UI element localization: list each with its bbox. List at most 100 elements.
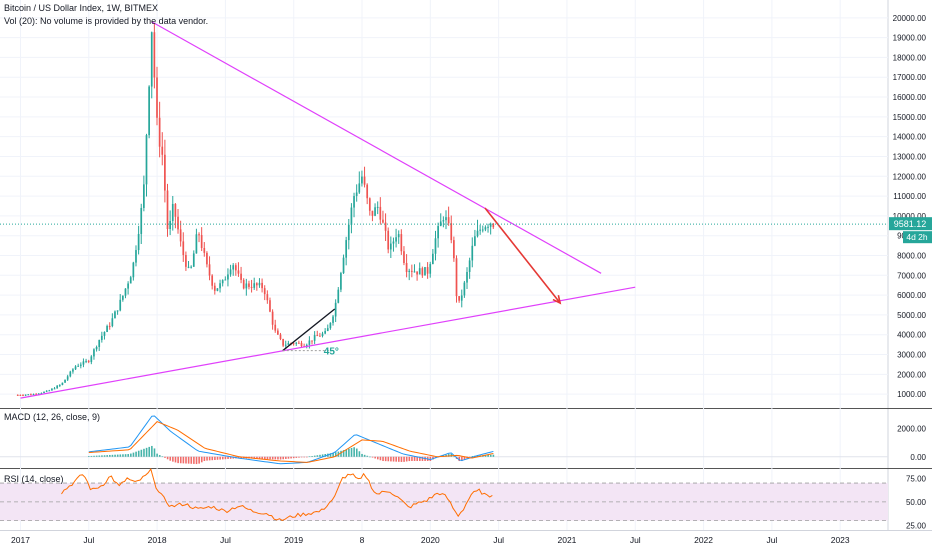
macd-histogram-bar [374, 456, 376, 459]
macd-histogram-bar [224, 456, 227, 460]
candle-body [43, 391, 45, 393]
price-tick-label: 20000.00 [893, 14, 927, 23]
candle-body [51, 388, 53, 391]
candle-body [32, 394, 35, 396]
candle-body [489, 223, 492, 227]
candle-body [313, 335, 316, 341]
macd-histogram-bar [119, 454, 122, 457]
macd-histogram-bar [221, 456, 224, 460]
candle-body [53, 388, 56, 390]
candle-body [389, 243, 392, 250]
macd-histogram-bar [371, 456, 374, 458]
candle-body [77, 365, 80, 367]
candle-body [374, 207, 376, 216]
macd-histogram-bar [421, 456, 424, 461]
candle-body [22, 395, 24, 397]
macd-histogram-bar [340, 450, 342, 457]
rsi-legend: RSI (14, close) [4, 474, 64, 484]
candle-body [206, 252, 208, 265]
candle-body [40, 392, 43, 394]
macd-histogram-bar [214, 456, 216, 460]
candle-body [437, 226, 439, 239]
price-tick-label: 18000.00 [893, 53, 927, 62]
price-tick-label: 10000.00 [893, 212, 927, 221]
candle-body [298, 342, 300, 344]
candle-body [295, 342, 298, 344]
candle-body [321, 333, 324, 337]
candle-body [258, 282, 261, 286]
macd-histogram-bar [103, 455, 106, 457]
candle-body [177, 216, 179, 230]
candle-body [382, 219, 384, 223]
forecast-arrow-head [552, 295, 562, 305]
candle-body [316, 335, 319, 337]
macd-histogram-bar [261, 456, 263, 459]
macd-histogram-bar [487, 454, 489, 457]
candle-body [93, 349, 95, 357]
angle-label: 45° [324, 347, 339, 358]
macd-histogram-bar [363, 454, 366, 457]
macd-histogram-bar [419, 456, 421, 461]
drawings: 45° [0, 21, 888, 399]
candle-body [106, 325, 108, 332]
candle-body [466, 271, 468, 283]
rsi-line [61, 467, 493, 521]
candle-body [240, 273, 242, 280]
candle-body [450, 223, 453, 241]
candle-body [114, 311, 116, 319]
time-tick-label: Jul [83, 535, 94, 545]
macd-histogram-bar [116, 454, 119, 457]
macd-histogram-bar [101, 455, 103, 457]
candle-body [95, 347, 98, 350]
macd-histogram-bar [137, 450, 140, 457]
macd-histogram-bar [458, 456, 461, 462]
macd-histogram-bar [361, 453, 363, 457]
candle-body [266, 294, 269, 301]
macd-histogram-bar [468, 456, 471, 458]
candle-body [468, 260, 471, 272]
candle-body [368, 198, 371, 211]
candle-body [376, 206, 379, 208]
candle-body [279, 334, 282, 340]
candle-body [161, 146, 164, 155]
price-tick-label: 13000.00 [893, 152, 927, 161]
macd-histogram-bar [319, 454, 321, 457]
candle-body [229, 269, 232, 275]
candle-body [253, 283, 256, 288]
candle-body [35, 394, 38, 396]
candle-body [347, 224, 350, 241]
candle-body [219, 283, 221, 289]
trendline [151, 21, 602, 274]
macd-histogram-bar [324, 454, 327, 457]
macd-histogram-bar [166, 456, 169, 460]
price-tick-label: 6000.00 [897, 291, 926, 300]
rsi-tick-label: 25.00 [906, 521, 927, 530]
candle-body [200, 235, 203, 248]
macd-histogram-bar [429, 456, 432, 461]
macd-legend: MACD (12, 26, close, 9) [4, 412, 101, 422]
macd-histogram-bar [376, 456, 379, 460]
candle-body [16, 394, 19, 396]
macd-histogram-bar [98, 455, 101, 457]
macd-histogram-bar [193, 456, 195, 464]
candlesticks [16, 23, 495, 397]
candle-body [271, 311, 274, 325]
macd-histogram-bar [206, 456, 208, 461]
candle-body [169, 220, 171, 230]
macd-histogram-bar [369, 456, 371, 458]
macd-histogram-bar [329, 453, 332, 457]
candle-body [37, 393, 40, 395]
candle-body [481, 229, 484, 231]
candle-body [237, 270, 240, 274]
macd-histogram-bar [398, 456, 400, 462]
candle-body [245, 283, 248, 289]
candle-body [216, 288, 219, 291]
candle-body [395, 237, 397, 242]
time-tick-label: 2022 [694, 535, 713, 545]
candle-body [424, 267, 426, 276]
candle-body [355, 192, 358, 197]
macd-histogram-bar [321, 454, 324, 457]
macd-line [88, 415, 494, 465]
candle-body [447, 217, 450, 224]
